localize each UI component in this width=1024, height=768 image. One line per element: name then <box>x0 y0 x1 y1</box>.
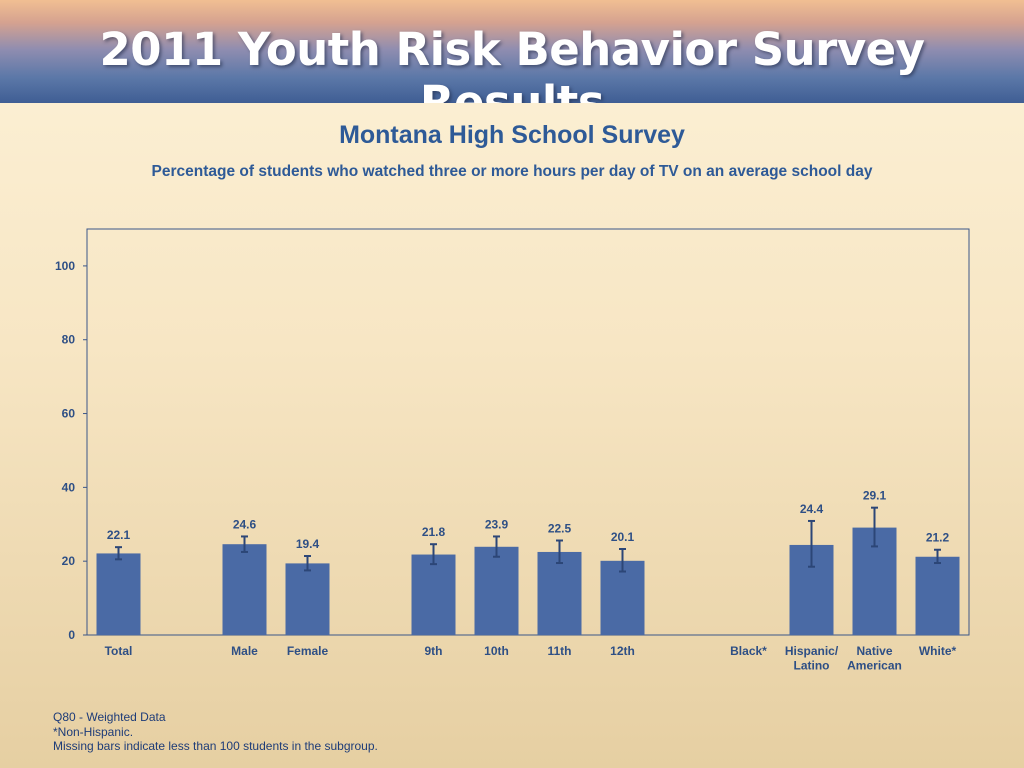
data-label: 22.5 <box>548 522 572 536</box>
x-category-label: Male <box>231 644 258 658</box>
bar <box>96 553 141 635</box>
x-category-label: 11th <box>547 644 571 658</box>
y-tick-label: 60 <box>62 407 76 421</box>
data-label: 24.4 <box>800 502 824 516</box>
data-label: 21.2 <box>926 531 950 545</box>
bar <box>474 546 519 635</box>
bar <box>285 563 330 635</box>
footnotes: Q80 - Weighted Data *Non-Hispanic. Missi… <box>53 710 378 754</box>
x-category-label: Native <box>856 644 892 658</box>
data-label: 19.4 <box>296 537 320 551</box>
x-category-label: Total <box>105 644 133 658</box>
y-tick-label: 100 <box>55 259 75 273</box>
banner: 2011 Youth Risk Behavior Survey Results <box>0 0 1024 103</box>
y-tick-label: 40 <box>62 480 76 494</box>
data-label: 29.1 <box>863 489 887 503</box>
data-label: 22.1 <box>107 528 131 542</box>
y-tick-label: 0 <box>68 628 75 642</box>
chart-title: Montana High School Survey <box>339 121 685 149</box>
footnote-non-hispanic: *Non-Hispanic. <box>53 724 134 739</box>
bar <box>600 560 645 635</box>
data-label: 20.1 <box>611 530 635 544</box>
y-tick-label: 80 <box>62 333 76 347</box>
x-category-label: Hispanic/ <box>785 644 839 658</box>
footnote-missing-bars: Missing bars indicate less than 100 stud… <box>53 739 378 753</box>
bar <box>222 544 267 635</box>
x-category-label: Latino <box>794 659 830 673</box>
x-category-label: Female <box>287 644 329 658</box>
x-category-label: 9th <box>425 644 443 658</box>
x-category-label: 10th <box>484 644 509 658</box>
bar <box>915 556 960 635</box>
data-label: 24.6 <box>233 517 257 531</box>
x-category-label: 12th <box>610 644 635 658</box>
bar <box>411 554 456 635</box>
footnote-data-source: Q80 - Weighted Data <box>53 710 166 724</box>
bar <box>537 551 582 635</box>
x-category-label: American <box>847 659 902 673</box>
chart-subtitle: Percentage of students who watched three… <box>151 163 873 180</box>
x-category-label: Black* <box>730 644 767 658</box>
data-label: 23.9 <box>485 517 509 531</box>
plot-frame <box>86 228 970 636</box>
banner-title: 2011 Youth Risk Behavior Survey Results <box>99 23 925 103</box>
data-label: 21.8 <box>422 525 446 539</box>
y-tick-label: 20 <box>62 554 76 568</box>
x-category-label: White* <box>919 644 957 658</box>
